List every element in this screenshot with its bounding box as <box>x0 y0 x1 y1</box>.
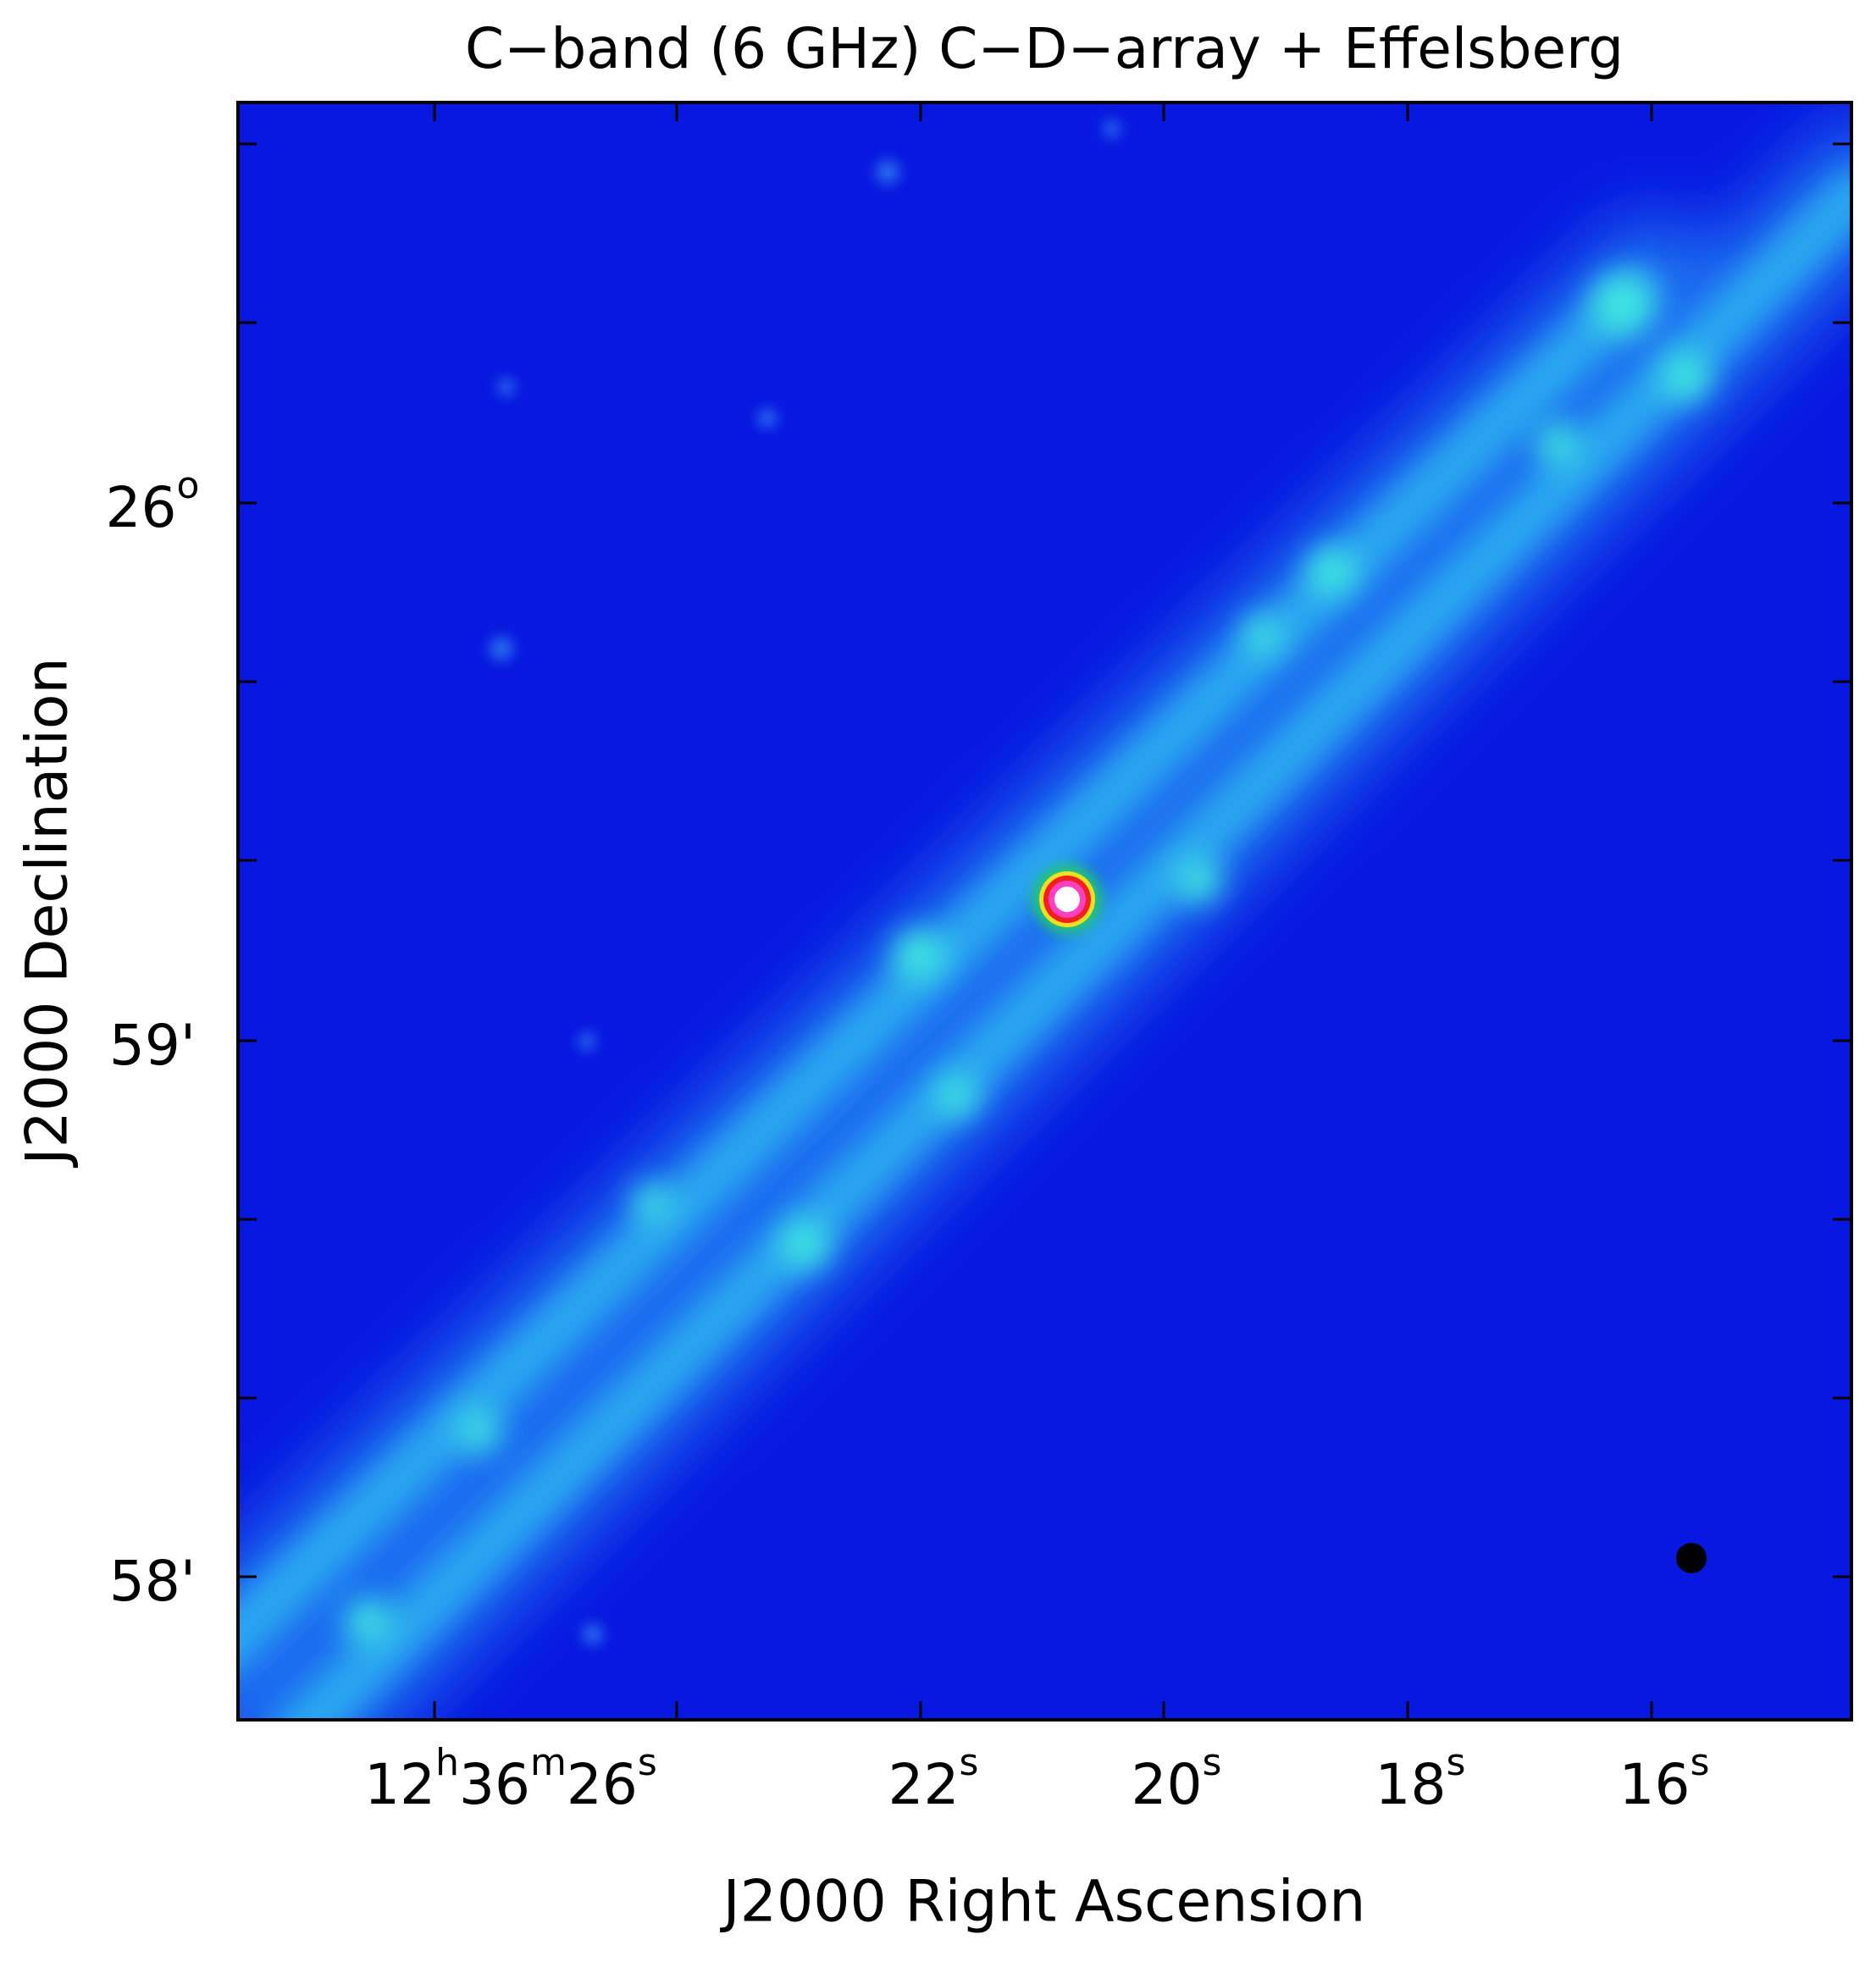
tick-label-part: 26 <box>106 475 177 540</box>
tick-label-part: 26 <box>567 1752 638 1817</box>
tick-label: 12h36m26s <box>364 1741 657 1817</box>
tick-label-part: 59' <box>109 1013 196 1078</box>
sky-image <box>238 102 1851 1720</box>
title: C−band (6 GHz) C−D−array + Effelsberg <box>465 16 1624 81</box>
beam <box>1676 1543 1707 1573</box>
tick-label-sup: s <box>1447 1741 1466 1784</box>
tick-label: 59' <box>109 1013 196 1078</box>
tick-label-sup: s <box>960 1741 979 1784</box>
tick-label-part: 58' <box>109 1549 196 1614</box>
tick-label-part: 36 <box>459 1752 530 1817</box>
tick-label: 58' <box>109 1549 196 1614</box>
tick-label-sup: s <box>638 1741 657 1784</box>
tick-label-sup: s <box>1203 1741 1222 1784</box>
tick-label-sup: s <box>1691 1741 1710 1784</box>
tick-label: 18s <box>1375 1741 1466 1817</box>
tick-label: 16s <box>1619 1741 1710 1817</box>
bright-source <box>1033 865 1101 933</box>
tick-label-sup: h <box>435 1741 459 1784</box>
tick-label-part: 18 <box>1375 1752 1447 1817</box>
y-axis-label: J2000 Declination <box>14 657 81 1168</box>
tick-label-sup: o <box>177 464 200 507</box>
tick-label-part: 12 <box>364 1752 435 1817</box>
x-axis-label: J2000 Right Ascension <box>720 1869 1366 1936</box>
tick-label-part: 16 <box>1619 1752 1691 1817</box>
tick-label: 20s <box>1132 1741 1222 1817</box>
tick-label-part: 20 <box>1132 1752 1203 1817</box>
tick-label-part: 22 <box>888 1752 960 1817</box>
plot-frame <box>236 101 1853 1722</box>
tick-label: 26o <box>106 464 200 540</box>
tick-label-sup: m <box>530 1741 567 1784</box>
tick-label: 22s <box>888 1741 979 1817</box>
